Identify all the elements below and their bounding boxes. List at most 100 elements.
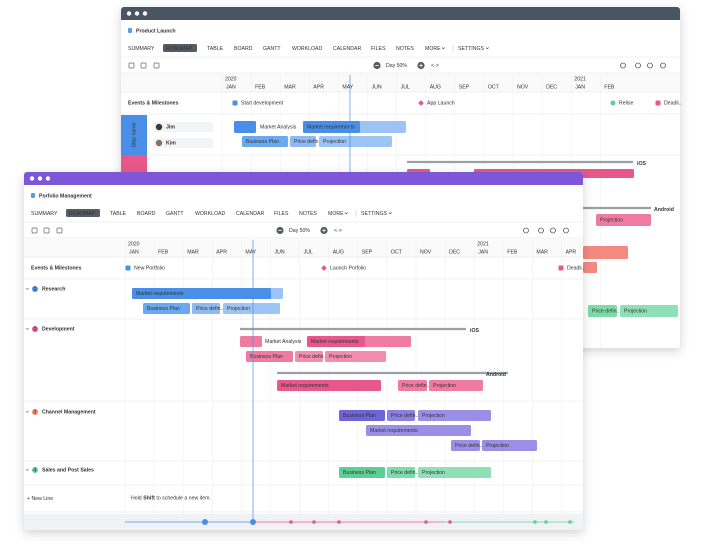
month-label: DEC xyxy=(546,84,557,90)
group-badge xyxy=(32,467,38,473)
task-label: Market Analysis xyxy=(265,339,302,345)
group-name: Channel Management xyxy=(42,410,96,416)
toolbar-icon[interactable] xyxy=(538,227,544,234)
toolbar-icon[interactable] xyxy=(31,227,38,234)
toolbar-icon[interactable] xyxy=(660,62,666,69)
nav-tab[interactable]: WORKLOAD xyxy=(195,211,226,217)
group-chevron[interactable] xyxy=(25,468,29,471)
nav-tab[interactable]: SUMMARY xyxy=(128,46,155,52)
nav-tab[interactable]: NOTES xyxy=(299,211,317,217)
toolbar-icon[interactable] xyxy=(43,227,50,234)
toolbar-icon[interactable] xyxy=(635,62,641,69)
month-label: JAN xyxy=(129,249,139,255)
toolbar-icon[interactable] xyxy=(140,62,147,69)
task-bar[interactable] xyxy=(246,351,293,362)
task-bar[interactable] xyxy=(319,136,392,147)
group-chevron[interactable] xyxy=(25,410,29,413)
nav-tab[interactable]: GANTT xyxy=(166,211,184,217)
task-bar[interactable] xyxy=(418,467,491,478)
toolbar-icon[interactable] xyxy=(128,62,135,69)
nav-tab[interactable]: FILES xyxy=(371,46,386,52)
nav-tab[interactable]: SETTINGS xyxy=(361,211,387,217)
milestone-label: Deadli.. xyxy=(664,101,682,107)
hint-part: Hold xyxy=(131,496,142,502)
track-label: Android xyxy=(654,207,674,213)
task-bar[interactable] xyxy=(387,467,415,478)
task-label: Projection xyxy=(227,306,250,312)
month-label: OCT xyxy=(391,249,403,255)
nav-tab[interactable]: NOTES xyxy=(396,46,414,52)
task-bar[interactable] xyxy=(429,380,483,391)
milestone-icon xyxy=(125,265,131,271)
new-line-button[interactable]: + New Line xyxy=(27,496,53,502)
scroll-nav[interactable]: <·> xyxy=(431,63,439,69)
milestone-icon xyxy=(610,100,616,106)
toolbar-icon[interactable] xyxy=(563,227,569,234)
group-chevron[interactable] xyxy=(25,327,29,330)
nav-tab[interactable]: TABLE xyxy=(110,211,127,217)
task-bar[interactable] xyxy=(192,303,220,314)
nav-tab[interactable]: WORKLOAD xyxy=(292,46,323,52)
milestone-label: Relise xyxy=(619,101,634,107)
mini-dot xyxy=(337,520,341,524)
task-bar[interactable] xyxy=(234,121,256,133)
nav-tab[interactable]: ROADMAP xyxy=(166,46,193,52)
task-bar[interactable] xyxy=(290,136,316,147)
task-bar[interactable] xyxy=(596,214,651,226)
month-label: APR xyxy=(313,84,324,90)
scroll-nav[interactable]: <·> xyxy=(334,228,342,234)
toolbar-icon[interactable] xyxy=(647,62,653,69)
nav-tab[interactable]: TABLE xyxy=(207,46,224,52)
nav-tab[interactable]: MORE xyxy=(425,46,441,52)
toolbar-icon[interactable] xyxy=(523,227,529,234)
nav-tab[interactable]: SUMMARY xyxy=(31,211,58,217)
toolbar-icon[interactable] xyxy=(153,62,160,69)
task-bar[interactable] xyxy=(418,410,491,421)
milestone-label: Start development xyxy=(241,101,284,107)
task-bar[interactable] xyxy=(339,467,385,478)
task-bar[interactable] xyxy=(366,425,471,436)
toolbar-icon[interactable] xyxy=(620,62,626,69)
task-bar[interactable] xyxy=(398,380,427,391)
group-chevron[interactable] xyxy=(25,287,29,290)
task-bar[interactable] xyxy=(339,410,385,421)
task-bar[interactable] xyxy=(242,136,288,147)
track-label: Android xyxy=(486,372,506,378)
nav-tab[interactable]: CALENDAR xyxy=(236,211,265,217)
nav-tab[interactable]: CALENDAR xyxy=(333,46,362,52)
task-bar[interactable] xyxy=(583,262,597,273)
nav-tab[interactable]: SETTINGS xyxy=(458,46,484,52)
task-bar[interactable] xyxy=(387,410,415,421)
task-bar[interactable] xyxy=(482,440,537,451)
task-label: Price defin.. xyxy=(196,306,223,312)
month-label: FEB xyxy=(604,84,615,90)
task-bar[interactable] xyxy=(143,303,190,314)
nav-tab[interactable]: FILES xyxy=(274,211,289,217)
task-bar[interactable] xyxy=(240,336,262,347)
nav-tab[interactable]: BOARD xyxy=(234,46,253,52)
task-bar[interactable] xyxy=(325,351,386,362)
task-bar[interactable] xyxy=(620,305,678,317)
group-number: 3 xyxy=(34,410,37,416)
toolbar-icon[interactable] xyxy=(56,227,63,234)
nav-tab[interactable]: GANTT xyxy=(263,46,281,52)
task-bar[interactable] xyxy=(588,305,617,317)
zoom-in-sign xyxy=(322,228,326,233)
nav-tab[interactable]: BOARD xyxy=(137,211,156,217)
task-bar[interactable] xyxy=(223,303,280,314)
month-label: AUG xyxy=(430,84,441,90)
zoom-in-sign xyxy=(419,63,423,68)
group-label: Step name xyxy=(131,122,137,147)
nav-tab[interactable]: MORE xyxy=(328,211,344,217)
task-bar[interactable] xyxy=(295,351,323,362)
active-tab-bg xyxy=(163,44,197,52)
month-label: SEP xyxy=(362,249,373,255)
mini-dot xyxy=(448,520,452,524)
task-bar[interactable] xyxy=(451,440,480,451)
task-bar[interactable] xyxy=(583,246,628,259)
toolbar-icon[interactable] xyxy=(550,227,556,234)
task-label: Business Plan xyxy=(246,139,279,145)
nav-tab[interactable]: ROADMAP xyxy=(69,211,96,217)
task-bar[interactable] xyxy=(277,380,381,391)
task-label: Projection xyxy=(422,470,445,476)
